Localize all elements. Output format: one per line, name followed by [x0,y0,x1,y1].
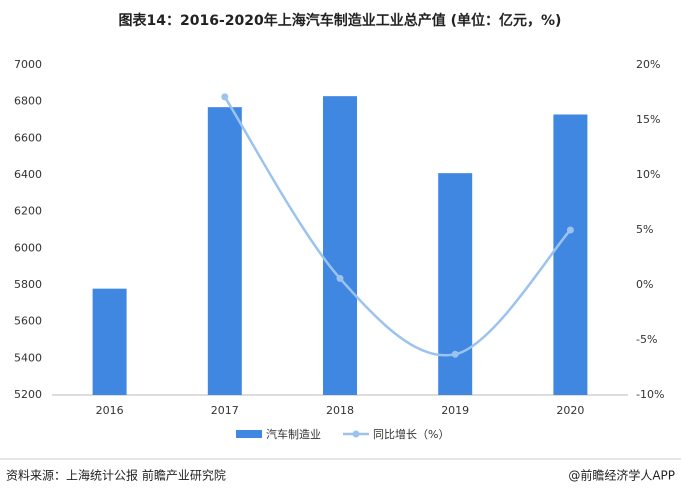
y2-tick-label: 0% [636,278,653,291]
x-tick-label: 2019 [441,404,469,417]
x-tick-label: 2018 [326,404,354,417]
bar [323,96,357,396]
point [336,274,344,282]
source: 资料来源：上海统计公报 前瞻产业研究院 [6,468,226,483]
bar [438,173,473,395]
credit: @前瞻经济学人APP [568,468,675,483]
point [221,93,229,101]
bar [207,107,242,396]
y2-tick-label: 10% [636,168,660,181]
bar [553,114,588,395]
point [566,226,574,234]
y-tick-label: 6800 [14,95,42,108]
y-tick-label: 6400 [14,168,42,181]
y2-tick-label: -10% [636,388,664,401]
y-tick-label: 5200 [14,388,42,401]
y2-tick-label: 5% [636,223,653,236]
x-tick-label: 2016 [96,404,124,417]
point [451,350,459,358]
y2-tick-label: 15% [636,113,660,126]
legend-swatch [236,430,262,438]
legend-label: 同比增长（%） [373,427,449,441]
line [223,96,572,357]
y2-tick-label: -5% [636,333,657,346]
y-tick-label: 6200 [14,205,42,218]
x-tick-label: 2017 [211,404,239,417]
legend-swatch [352,430,360,438]
y-tick-label: 5600 [14,315,42,328]
legend-label: 汽车制造业 [266,427,321,441]
y-tick-label: 5800 [14,278,42,291]
y-tick-label: 5400 [14,351,42,364]
bar [92,288,127,395]
y-tick-label: 6000 [14,241,42,254]
y-tick-label: 7000 [14,58,42,71]
y2-tick-label: 20% [636,58,660,71]
x-tick-label: 2020 [556,404,584,417]
y-tick-label: 6600 [14,131,42,144]
chart-title: 图表14：2016-2020年上海汽车制造业工业总产值 (单位：亿元，%) [119,12,562,29]
